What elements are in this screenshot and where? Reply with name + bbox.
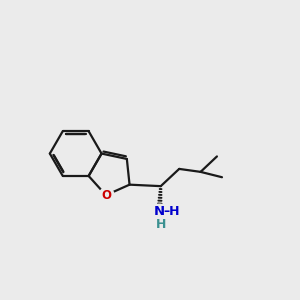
Text: –H: –H (164, 205, 180, 218)
Text: H: H (156, 218, 166, 231)
Text: N: N (154, 205, 165, 218)
Text: O: O (101, 189, 111, 202)
